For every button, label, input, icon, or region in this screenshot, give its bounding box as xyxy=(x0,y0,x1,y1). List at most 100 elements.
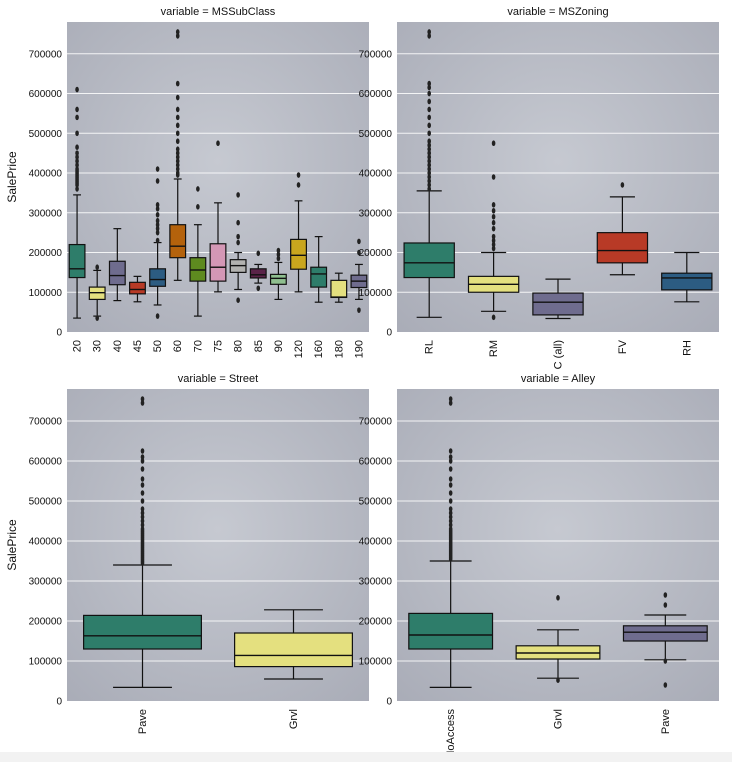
box-40: 40 xyxy=(108,228,126,352)
box-60: 60 xyxy=(169,29,187,352)
outlier-point xyxy=(448,458,453,464)
outlier-point xyxy=(236,297,240,304)
y-tick-label: 500000 xyxy=(29,129,63,140)
outlier-point xyxy=(140,476,145,482)
iqr-box xyxy=(249,268,267,279)
outlier-point xyxy=(448,522,453,528)
y-tick-label: 700000 xyxy=(29,417,63,428)
y-tick-label: 200000 xyxy=(359,617,393,628)
outlier-point xyxy=(216,140,220,147)
footer-strip xyxy=(0,752,732,762)
x-tick-label: Grvl xyxy=(553,709,565,729)
iqr-box xyxy=(108,260,126,286)
outlier-point xyxy=(448,482,453,488)
box-45: 45 xyxy=(129,275,146,352)
y-tick-label: 400000 xyxy=(29,537,63,548)
panel-4: 0 100000 200000 300000 400000 500000 600000 700… xyxy=(359,373,719,759)
outlier-point xyxy=(95,264,99,271)
panel-2: 0 100000 200000 300000 400000 500000 600000 700… xyxy=(359,6,719,369)
outlier-point xyxy=(75,186,79,192)
outlier-point xyxy=(140,526,145,532)
outlier-point xyxy=(175,166,180,172)
iqr-box xyxy=(622,625,708,642)
y-tick-label: 100000 xyxy=(359,288,393,299)
y-tick-label: 0 xyxy=(56,697,62,708)
y-tick-label: 200000 xyxy=(29,248,63,259)
panel-title: variable = MSZoning xyxy=(507,6,608,18)
x-tick-label: 80 xyxy=(233,340,245,352)
outlier-point xyxy=(196,204,200,210)
outlier-point xyxy=(140,514,145,520)
y-tick-label: 700000 xyxy=(359,417,393,428)
outlier-point xyxy=(427,138,432,145)
outlier-point xyxy=(175,122,180,129)
panel-title: variable = MSSubClass xyxy=(161,6,276,18)
outlier-point xyxy=(448,498,453,504)
y-tick-label: 300000 xyxy=(29,208,63,219)
x-tick-label: NoAccess xyxy=(445,709,457,759)
iqr-box xyxy=(330,279,348,299)
outlier-point xyxy=(256,250,261,257)
box-90: 90 xyxy=(269,247,287,352)
outlier-point xyxy=(448,526,453,532)
outlier-point xyxy=(175,170,180,176)
outlier-point xyxy=(556,677,560,683)
outlier-point xyxy=(491,245,496,252)
outlier-point xyxy=(427,84,432,91)
outlier-point xyxy=(448,510,453,516)
outlier-point xyxy=(427,29,432,35)
y-tick-label: 400000 xyxy=(359,169,393,180)
iqr-box xyxy=(68,243,86,279)
outlier-point xyxy=(357,307,361,313)
outlier-point xyxy=(427,174,432,180)
iqr-box xyxy=(169,224,187,259)
iqr-box xyxy=(234,632,353,668)
outlier-point xyxy=(663,658,668,664)
iqr-box xyxy=(661,272,713,291)
outlier-point xyxy=(140,522,145,528)
box-85: 85 xyxy=(249,250,267,352)
outlier-point xyxy=(175,29,180,35)
box-75: 75 xyxy=(209,140,227,352)
outlier-point xyxy=(357,249,361,256)
y-tick-label: 200000 xyxy=(359,248,393,259)
outlier-point xyxy=(175,146,180,152)
outlier-point xyxy=(427,182,432,188)
outlier-point xyxy=(620,182,625,188)
x-tick-label: Pave xyxy=(137,709,149,734)
outlier-point xyxy=(140,518,145,524)
outlier-point xyxy=(155,217,160,224)
outlier-point xyxy=(155,178,160,184)
y-tick-label: 400000 xyxy=(29,169,63,180)
y-tick-label: 0 xyxy=(386,328,392,339)
outlier-point xyxy=(140,396,145,402)
outlier-point xyxy=(175,106,180,113)
outlier-point xyxy=(155,211,160,218)
box-C (all): C (all) xyxy=(532,278,584,369)
x-tick-label: RH xyxy=(681,340,693,356)
outlier-point xyxy=(491,140,496,147)
outlier-point xyxy=(140,400,145,406)
iqr-box xyxy=(596,232,649,264)
outlier-point xyxy=(175,162,180,168)
outlier-point xyxy=(140,482,145,488)
y-tick-label: 600000 xyxy=(359,89,393,100)
outlier-point xyxy=(140,506,145,512)
outlier-point xyxy=(491,237,496,244)
iqr-box xyxy=(149,268,167,287)
box-160: 160 xyxy=(310,236,328,358)
outlier-point xyxy=(140,458,145,464)
iqr-box xyxy=(403,242,455,279)
outlier-point xyxy=(448,490,453,496)
x-tick-label: 90 xyxy=(273,340,285,352)
outlier-point xyxy=(427,154,432,160)
y-tick-label: 600000 xyxy=(359,457,393,468)
outlier-point xyxy=(155,205,160,212)
outlier-point xyxy=(155,221,160,228)
outlier-point xyxy=(427,80,432,87)
outlier-point xyxy=(256,285,261,292)
iqr-box xyxy=(310,266,328,288)
x-tick-label: Grvl xyxy=(288,709,300,729)
outlier-point xyxy=(175,150,180,156)
